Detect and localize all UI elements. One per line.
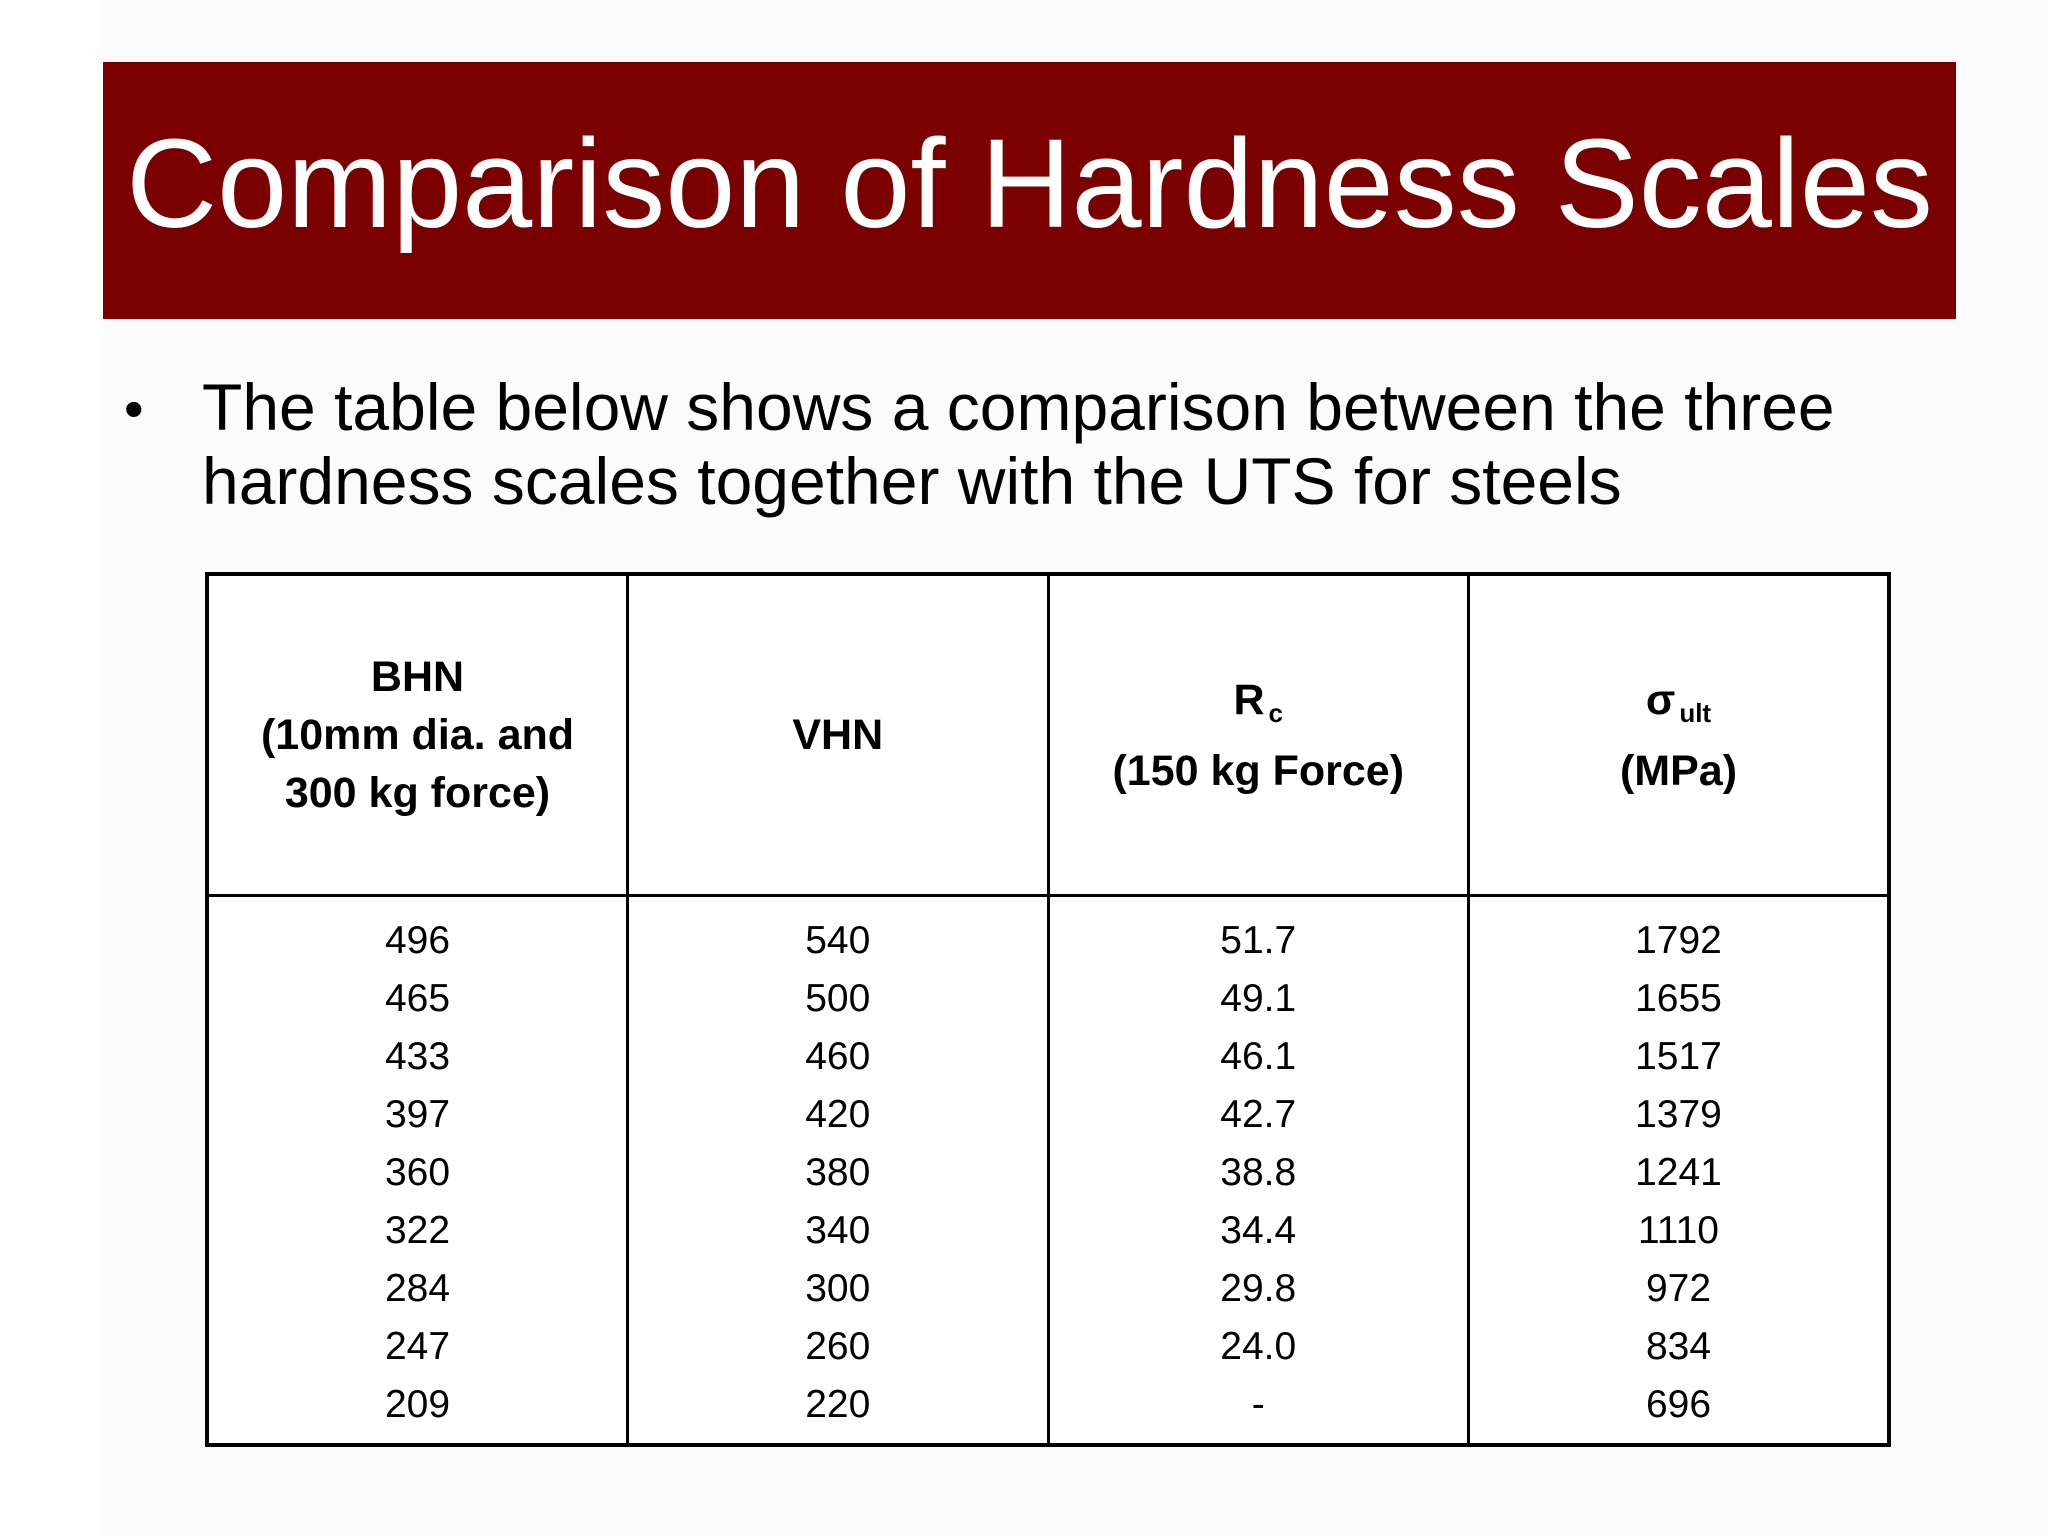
cell-bhn: 397: [205, 1085, 629, 1143]
cell-bhn: 360: [205, 1143, 629, 1201]
sigma-symbol: σ: [1645, 675, 1676, 724]
cell-rc: 38.8: [1046, 1143, 1470, 1201]
header-bhn-detail-1: (10mm dia. and: [260, 711, 575, 759]
cell-rc: 24.0: [1046, 1317, 1470, 1375]
cell-vhn: 340: [626, 1201, 1050, 1259]
cell-vhn: 460: [626, 1027, 1050, 1085]
header-bhn-detail-2: 300 kg force): [284, 769, 551, 817]
header-vhn-title: VHN: [792, 711, 884, 759]
header-bhn-title: BHN: [370, 653, 465, 701]
slide-title: Comparison of Hardness Scales: [126, 112, 1933, 254]
cell-uts: 696: [1467, 1375, 1891, 1445]
table-row: 397 420 42.7 1379: [205, 1085, 1891, 1143]
cell-bhn: 247: [205, 1317, 629, 1375]
cell-uts: 1517: [1467, 1027, 1891, 1085]
cell-bhn: 322: [205, 1201, 629, 1259]
cell-rc: -: [1046, 1375, 1470, 1445]
table-row: 360 380 38.8 1241: [205, 1143, 1891, 1201]
header-uts: σ ult (MPa): [1467, 574, 1891, 897]
cell-vhn: 540: [626, 895, 1050, 969]
cell-vhn: 220: [626, 1375, 1050, 1445]
cell-bhn: 433: [205, 1027, 629, 1085]
table-row: 209 220 - 696: [205, 1375, 1891, 1445]
table-row: 496 540 51.7 1792: [205, 895, 1891, 969]
rc-subscript: c: [1268, 697, 1284, 728]
cell-vhn: 420: [626, 1085, 1050, 1143]
cell-vhn: 380: [626, 1143, 1050, 1201]
table-row: 322 340 34.4 1110: [205, 1201, 1891, 1259]
cell-uts: 834: [1467, 1317, 1891, 1375]
cell-rc: 34.4: [1046, 1201, 1470, 1259]
cell-uts: 1655: [1467, 969, 1891, 1027]
header-uts-symbol: σ ult: [1470, 671, 1887, 742]
cell-vhn: 300: [626, 1259, 1050, 1317]
cell-uts: 1241: [1467, 1143, 1891, 1201]
cell-rc: 42.7: [1046, 1085, 1470, 1143]
cell-bhn: 496: [205, 895, 629, 969]
cell-vhn: 260: [626, 1317, 1050, 1375]
cell-uts: 1792: [1467, 895, 1891, 969]
table-row: 433 460 46.1 1517: [205, 1027, 1891, 1085]
header-bhn: BHN (10mm dia. and 300 kg force): [205, 574, 629, 897]
cell-bhn: 465: [205, 969, 629, 1027]
bullet-text: The table below shows a comparison betwe…: [202, 370, 1835, 518]
cell-rc: 29.8: [1046, 1259, 1470, 1317]
uts-subscript: ult: [1679, 697, 1712, 728]
cell-rc: 51.7: [1046, 895, 1470, 969]
cell-bhn: 284: [205, 1259, 629, 1317]
table-row: 284 300 29.8 972: [205, 1259, 1891, 1317]
table-row: 465 500 49.1 1655: [205, 969, 1891, 1027]
cell-uts: 972: [1467, 1259, 1891, 1317]
header-vhn: VHN: [626, 574, 1050, 897]
table-row: 247 260 24.0 834: [205, 1317, 1891, 1375]
header-uts-unit: (MPa): [1619, 746, 1738, 795]
header-rc-detail: (150 kg Force): [1112, 746, 1405, 795]
rc-symbol: R: [1233, 675, 1265, 724]
cell-bhn: 209: [205, 1375, 629, 1445]
cell-rc: 49.1: [1046, 969, 1470, 1027]
cell-uts: 1110: [1467, 1201, 1891, 1259]
cell-vhn: 500: [626, 969, 1050, 1027]
cell-uts: 1379: [1467, 1085, 1891, 1143]
cell-rc: 46.1: [1046, 1027, 1470, 1085]
bullet-icon: •: [124, 377, 144, 440]
title-bar: Comparison of Hardness Scales: [103, 62, 1956, 319]
